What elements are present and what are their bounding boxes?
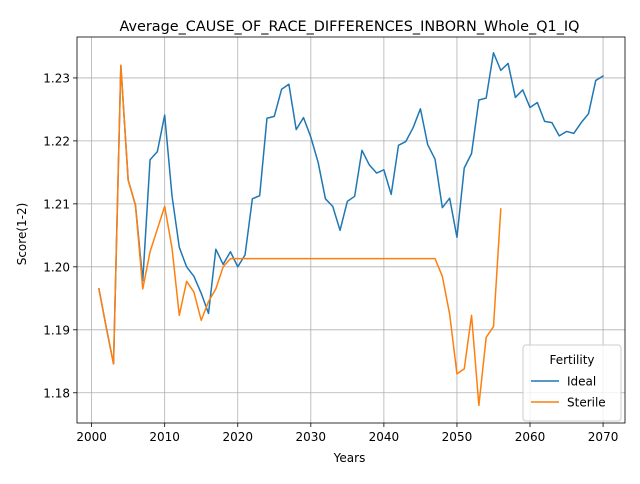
chart-title: Average_CAUSE_OF_RACE_DIFFERENCES_INBORN… <box>120 19 580 35</box>
legend-title: Fertility <box>549 353 594 367</box>
x-tick-label: 2060 <box>515 430 546 444</box>
x-tick-label: 2070 <box>588 430 619 444</box>
x-axis-ticks: 2000 2010 2020 2030 2040 2050 2060 2070 <box>76 423 618 444</box>
y-tick-label: 1.23 <box>43 71 70 85</box>
x-tick-label: 2050 <box>442 430 473 444</box>
legend-label-ideal: Ideal <box>567 375 596 389</box>
legend-label-sterile: Sterile <box>567 396 606 410</box>
x-tick-label: 2010 <box>149 430 180 444</box>
y-tick-label: 1.20 <box>43 260 70 274</box>
y-tick-label: 1.19 <box>43 323 70 337</box>
y-tick-label: 1.18 <box>43 386 70 400</box>
x-tick-label: 2030 <box>296 430 327 444</box>
y-axis-ticks: 1.18 1.19 1.20 1.21 1.22 1.23 <box>43 71 77 400</box>
y-axis-label: Score(1-2) <box>15 203 29 266</box>
grid-lines <box>77 37 625 423</box>
y-tick-label: 1.22 <box>43 134 70 148</box>
x-tick-label: 2040 <box>369 430 400 444</box>
series-line-sterile <box>98 64 502 407</box>
series-line-ideal <box>98 51 605 365</box>
x-tick-label: 2020 <box>222 430 253 444</box>
x-axis-label: Years <box>333 451 366 465</box>
y-tick-label: 1.21 <box>43 197 70 211</box>
legend: Fertility Ideal Sterile <box>522 344 622 422</box>
series-layer <box>98 51 605 407</box>
x-tick-label: 2000 <box>76 430 107 444</box>
plot-area-frame <box>76 36 626 424</box>
